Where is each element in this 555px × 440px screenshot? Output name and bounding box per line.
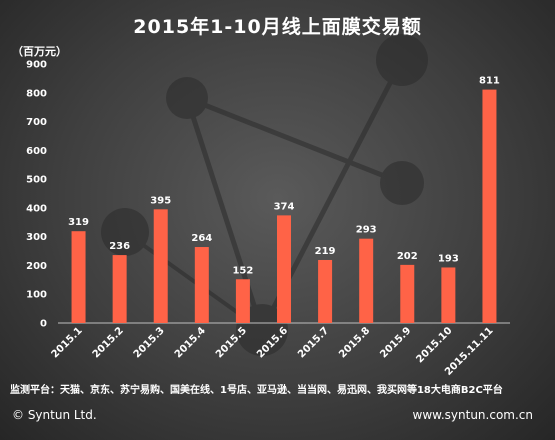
bar[interactable] xyxy=(359,238,374,323)
y-tick-label: 200 xyxy=(26,261,47,272)
x-tick-label: 2015.9 xyxy=(378,325,413,360)
data-label: 219 xyxy=(315,246,336,257)
y-axis-unit-label: （百万元） xyxy=(12,45,67,58)
x-axis: 2015.1 2015.2 2015.3 2015.4 2015.5 2015.6 2015… xyxy=(50,322,510,378)
data-label: 811 xyxy=(479,76,500,87)
y-tick-label: 400 xyxy=(26,203,47,214)
data-labels: 319 236 395 264 152 374 219 293 202 193 811 xyxy=(68,76,500,277)
x-tick-label: 2015.8 xyxy=(337,325,372,360)
y-tick-label: 800 xyxy=(26,88,47,99)
bar[interactable] xyxy=(71,231,86,323)
chart-title: 2015年1-10月线上面膜交易额 xyxy=(133,16,422,38)
y-axis: 0 100 200 300 400 500 600 700 800 900 xyxy=(26,60,47,330)
x-tick-label: 2015.4 xyxy=(173,325,208,360)
data-label: 264 xyxy=(191,233,212,244)
bar[interactable] xyxy=(441,267,456,323)
bar[interactable] xyxy=(400,264,415,323)
y-tick-label: 300 xyxy=(26,232,47,243)
bar[interactable] xyxy=(112,255,127,323)
bar[interactable] xyxy=(235,279,250,323)
x-tick-label: 2015.7 xyxy=(296,325,331,360)
y-tick-label: 600 xyxy=(26,146,47,157)
data-label: 236 xyxy=(109,241,130,252)
y-tick-label: 100 xyxy=(26,290,47,301)
copyright-text: © Syntun Ltd. xyxy=(12,408,97,422)
data-label: 152 xyxy=(232,265,253,276)
x-tick-label: 2015.3 xyxy=(132,325,167,360)
data-label: 202 xyxy=(397,251,418,262)
website-link[interactable]: www.syntun.com.cn xyxy=(412,408,534,422)
data-label: 193 xyxy=(438,253,459,264)
y-tick-label: 700 xyxy=(26,117,47,128)
y-tick-label: 500 xyxy=(26,175,47,186)
y-tick-label: 0 xyxy=(40,319,47,330)
source-note: 监测平台：天猫、京东、苏宁易购、国美在线、1号店、亚马逊、当当网、易迅网、我买网… xyxy=(10,385,503,396)
data-label: 319 xyxy=(68,217,89,228)
bars xyxy=(71,89,497,324)
x-tick-label: 2015.10 xyxy=(415,325,455,365)
data-label: 395 xyxy=(150,195,171,206)
bar[interactable] xyxy=(153,209,168,323)
x-tick-label: 2015.2 xyxy=(91,325,126,360)
bar[interactable] xyxy=(277,215,291,323)
x-tick-label: 2015.1 xyxy=(50,325,85,360)
bar[interactable] xyxy=(318,259,333,323)
data-label: 374 xyxy=(274,201,295,212)
y-tick-label: 900 xyxy=(26,60,47,71)
bar[interactable] xyxy=(194,247,209,323)
bar[interactable] xyxy=(482,89,497,324)
data-label: 293 xyxy=(356,225,377,236)
